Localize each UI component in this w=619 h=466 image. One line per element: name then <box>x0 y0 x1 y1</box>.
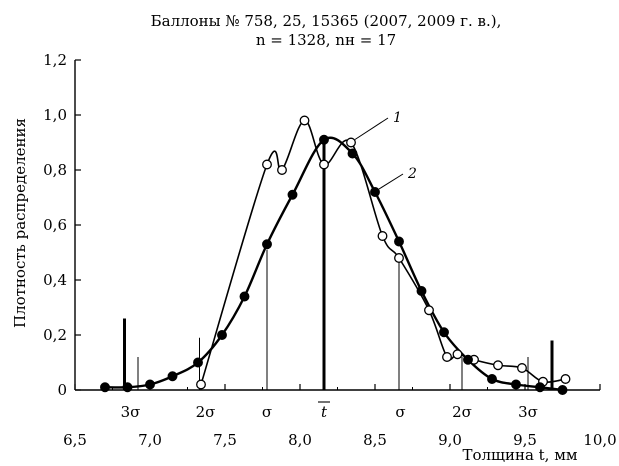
series-2-point <box>394 236 404 247</box>
y-tick-label: 0,6 <box>43 216 67 234</box>
sigma-label: σ <box>395 403 405 421</box>
x-tick-label: 7,5 <box>213 431 237 449</box>
series-1-point <box>493 360 503 371</box>
series-2-point <box>239 291 250 302</box>
series-2-point <box>122 382 133 393</box>
series-2-point <box>439 327 449 338</box>
y-tick-label: 1,2 <box>43 51 67 69</box>
y-tick-label: 0,4 <box>43 271 67 289</box>
y-tick-label: 1,0 <box>43 106 67 124</box>
x-tick-label: 9,0 <box>438 431 462 449</box>
series-2-point <box>511 379 521 390</box>
series-line-1 <box>200 119 566 385</box>
series-2-point <box>370 187 380 197</box>
series-1-point <box>196 379 206 390</box>
y-tick-label: 0,8 <box>43 161 67 179</box>
chart-title-line1: Баллоны № 758, 25, 15365 (2007, 2009 г. … <box>151 12 502 30</box>
series-1-point <box>442 352 452 362</box>
series-line-2 <box>104 136 563 392</box>
series-1-point <box>277 165 287 175</box>
series-1-point <box>346 137 356 148</box>
y-tick-label: 0,2 <box>43 326 67 344</box>
x-tick-label: 10,0 <box>583 431 616 449</box>
series-2-point <box>145 379 155 390</box>
x-tick-label: 9,5 <box>513 431 537 449</box>
sigma-label: 2σ <box>196 403 216 421</box>
sigma-label: 3σ <box>518 403 538 421</box>
series-2-point <box>319 134 329 145</box>
series-1-point <box>452 349 463 360</box>
series-2-label: 2 <box>407 166 417 182</box>
series-1-point <box>319 159 329 170</box>
series-1-point <box>424 305 434 316</box>
series-2-point <box>557 385 568 395</box>
x-tick-label: 6,5 <box>63 431 87 449</box>
series-1-point <box>560 374 571 384</box>
series-1-pointer <box>354 117 389 140</box>
series-2-point <box>287 189 298 200</box>
series-1-point <box>377 231 388 241</box>
series-1-point <box>262 159 272 170</box>
x-tick-label: 7,0 <box>138 431 162 449</box>
series-2-point <box>262 239 272 250</box>
y-tick-label: 0 <box>57 381 67 399</box>
series-1-point <box>299 115 310 126</box>
series-2-point <box>100 382 110 393</box>
series-2-point <box>416 286 427 296</box>
plot-area: 0 0,2 0,4 0,6 0,8 1,0 1,2 6,5 7,0 7,5 8,0 8,5 9,0 9,5… <box>43 51 617 449</box>
series-1-label: 1 <box>393 110 402 126</box>
series-2-point <box>487 374 497 384</box>
series-2-point <box>463 354 473 365</box>
x-tick-label: 8,5 <box>363 431 387 449</box>
sigma-label: σ <box>262 403 272 421</box>
sigma-label: 2σ <box>452 403 472 421</box>
series-2-pointer <box>378 173 404 190</box>
series-1-point <box>394 253 404 263</box>
series-2-point <box>167 371 178 382</box>
series-1-point <box>517 363 527 373</box>
sigma-label: t <box>321 403 328 421</box>
series-2-point <box>535 382 545 393</box>
x-tick-label: 8,0 <box>288 431 312 449</box>
x-axis-label: Толщина t, мм <box>462 446 577 464</box>
series-2-point <box>217 330 227 340</box>
series-2-point <box>193 357 203 368</box>
y-axis-label: Плотность распределения <box>11 118 29 328</box>
sigma-label: 3σ <box>121 403 141 421</box>
chart-title-line2: n = 1328, nн = 17 <box>256 31 396 49</box>
series-2-point <box>347 148 358 159</box>
